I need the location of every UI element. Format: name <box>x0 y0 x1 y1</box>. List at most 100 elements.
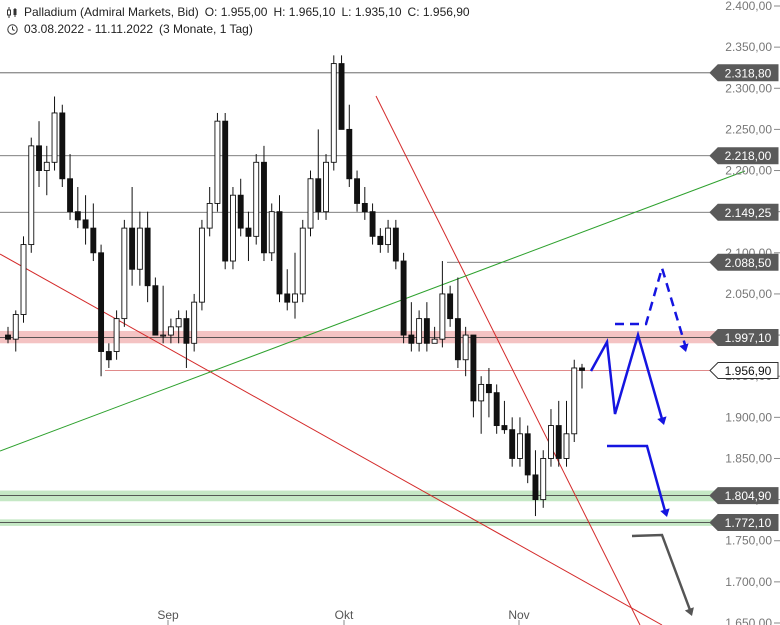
price-label-text: 2.149,25 <box>725 206 772 220</box>
y-tick-label: 1.850,00 <box>725 451 772 465</box>
candle-51 <box>392 219 399 270</box>
x-tick-label: Nov <box>508 608 529 622</box>
candle-49 <box>377 228 384 253</box>
candle-58 <box>447 285 454 327</box>
price-label-text: 2.218,00 <box>725 149 772 163</box>
candle-body-down <box>90 227 97 254</box>
candle-body-down <box>354 178 361 204</box>
candle-body-up <box>548 425 554 459</box>
candle-body-up <box>20 244 27 315</box>
candle-body-down <box>392 227 399 262</box>
price-label-text: 2.318,80 <box>725 66 772 80</box>
candle-body-up <box>307 178 314 229</box>
candles-layer <box>5 55 585 517</box>
price-label-199710: 1.997,10 <box>709 328 779 346</box>
candle-body-down <box>315 178 322 213</box>
y-tick-label: 2.250,00 <box>725 122 772 136</box>
candle-body-down <box>82 219 89 229</box>
candle-body-up <box>385 227 392 246</box>
candle-body-down <box>67 178 74 213</box>
candle-36 <box>276 195 283 303</box>
price-label-box <box>709 253 779 271</box>
forecast-path-dashed <box>615 263 688 349</box>
candle-53 <box>408 302 415 352</box>
price-label-221800: 2.218,00 <box>709 147 779 165</box>
candle-72 <box>555 400 562 467</box>
candle-8 <box>59 104 66 187</box>
price-label-text: 1.997,10 <box>725 331 772 345</box>
y-tick-label: 1.650,00 <box>725 616 772 625</box>
candle-27 <box>206 186 213 237</box>
candle-body-up <box>28 145 35 246</box>
candle-7 <box>51 96 58 171</box>
candle-21 <box>160 285 167 344</box>
candle-40 <box>307 170 314 237</box>
candle-41 <box>315 129 322 220</box>
candle-74 <box>571 359 578 443</box>
candle-32 <box>245 211 252 262</box>
candle-body-down <box>5 334 11 340</box>
candle-body-up <box>323 161 329 213</box>
green-trendline <box>0 170 746 452</box>
candle-body-up <box>268 211 275 254</box>
candle-body-down <box>470 334 477 402</box>
price-label-box <box>709 362 779 380</box>
candle-body-down <box>524 433 531 476</box>
candle-body-down <box>36 145 42 171</box>
candle-70 <box>540 450 547 508</box>
candle-52 <box>400 252 407 344</box>
candle-body-up <box>299 227 306 295</box>
candle-body-down <box>447 293 454 320</box>
price-label-text: 1.804,90 <box>725 489 772 503</box>
candle-35 <box>268 203 275 262</box>
candle-16 <box>121 219 128 327</box>
candle-66 <box>509 417 516 467</box>
candle-body-up <box>43 161 50 171</box>
candle-body-up <box>175 318 182 328</box>
candle-24 <box>183 310 190 368</box>
candle-body-down <box>485 383 492 394</box>
candle-45 <box>346 104 353 187</box>
candle-body-down <box>183 318 190 344</box>
candle-body-down <box>276 211 283 295</box>
candle-67 <box>516 417 523 467</box>
candle-55 <box>423 302 430 352</box>
candle-61 <box>470 334 477 418</box>
candle-64 <box>493 384 500 434</box>
candle-body-up <box>416 318 423 344</box>
forecast-arrows-layer <box>589 263 694 616</box>
candle-body-down <box>105 351 112 361</box>
open-value: O: 1.955,00 <box>204 5 268 19</box>
candle-body-up <box>253 161 260 237</box>
y-tick-label: 1.750,00 <box>725 534 772 548</box>
candle-38 <box>292 252 298 319</box>
candle-body-up <box>431 338 438 344</box>
candle-17 <box>129 186 136 286</box>
candle-1 <box>5 326 11 344</box>
candle-37 <box>284 269 291 311</box>
high-value: H: 1.965,10 <box>273 5 336 19</box>
candle-14 <box>105 343 112 368</box>
price-label-box <box>709 147 779 165</box>
candle-59 <box>454 277 461 368</box>
candles-icon <box>6 4 18 21</box>
forecast-arrowhead-zigzag <box>657 416 667 425</box>
y-tick-label: 2.050,00 <box>725 287 772 301</box>
price-label-box <box>709 64 779 82</box>
candle-69 <box>532 450 539 517</box>
candle-9 <box>67 154 74 220</box>
price-label-box <box>709 203 779 221</box>
candle-11 <box>82 195 89 245</box>
candle-62 <box>478 376 485 434</box>
candle-body-down <box>423 318 430 344</box>
candle-body-up <box>160 334 167 337</box>
price-label-text: 1.772,10 <box>725 516 772 530</box>
candle-body-up <box>462 334 469 361</box>
candle-30 <box>229 186 236 270</box>
candle-body-down <box>400 260 407 336</box>
y-tick-label: 2.400,00 <box>725 0 772 13</box>
candle-body-up <box>198 227 205 303</box>
candle-56 <box>431 326 438 344</box>
price-label-box <box>709 487 779 505</box>
